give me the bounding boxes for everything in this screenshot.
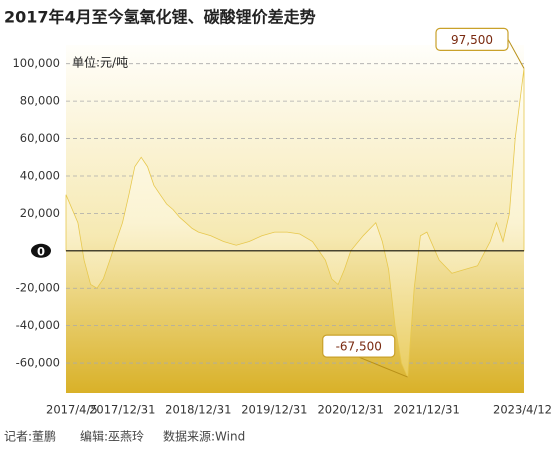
x-tick-label: 2021/12/31 bbox=[394, 403, 460, 417]
chart-title: 2017年4月至今氢氧化锂、碳酸锂价差走势 bbox=[4, 8, 316, 27]
y-tick-label: 20,000 bbox=[20, 206, 60, 220]
value-label: -67,500 bbox=[336, 340, 382, 354]
x-tick-label: 2017/12/31 bbox=[89, 403, 155, 417]
zero-badge bbox=[31, 243, 51, 258]
value-label: 97,500 bbox=[451, 33, 493, 47]
credit: 数据来源:Wind bbox=[163, 429, 245, 444]
label-box bbox=[322, 334, 396, 358]
y-tick-label: 40,000 bbox=[20, 168, 60, 182]
x-tick-label: 2020/12/31 bbox=[317, 403, 383, 417]
y-tick-label: -20,000 bbox=[16, 281, 60, 295]
y-tick-label: -60,000 bbox=[16, 356, 60, 370]
unit-label: 单位:元/吨 bbox=[72, 55, 128, 70]
credit: 记者:董鹏 bbox=[4, 430, 56, 444]
y-tick-label: 60,000 bbox=[20, 131, 60, 145]
y-tick-label: -40,000 bbox=[16, 318, 60, 332]
credit: 编辑:巫燕玲 bbox=[80, 429, 144, 444]
y-tick-label: 0 bbox=[37, 244, 45, 258]
x-tick-label: 2017/4/5 bbox=[46, 403, 98, 417]
y-tick-label: 80,000 bbox=[20, 94, 60, 108]
y-tick-label: 100,000 bbox=[12, 56, 60, 70]
x-tick-label: 2023/4/12 bbox=[493, 403, 552, 417]
label-box bbox=[435, 27, 509, 51]
x-tick-label: 2018/12/31 bbox=[165, 403, 231, 417]
label-pointer bbox=[358, 356, 408, 378]
area bbox=[65, 68, 525, 378]
label-pointer bbox=[507, 39, 525, 69]
x-tick-label: 2019/12/31 bbox=[241, 403, 307, 417]
